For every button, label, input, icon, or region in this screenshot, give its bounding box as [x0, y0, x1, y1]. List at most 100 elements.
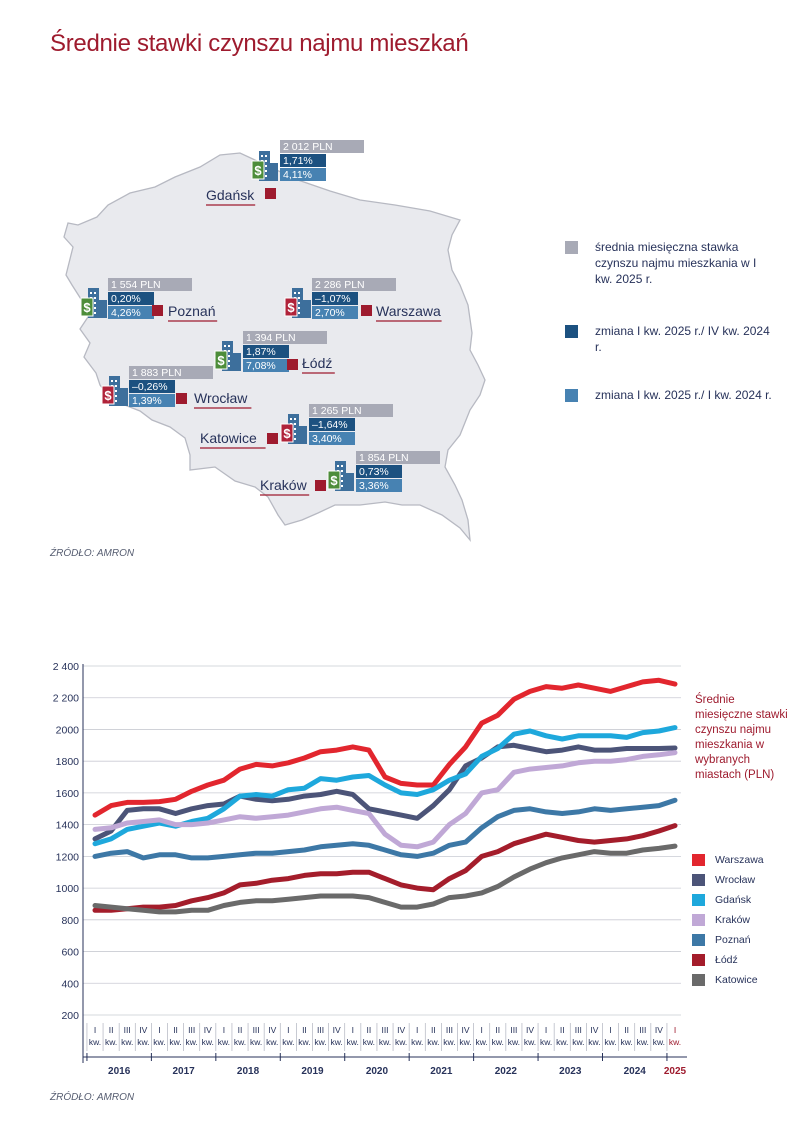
- quarter-suffix: kw.: [621, 1037, 633, 1047]
- quarter-label: III: [124, 1025, 131, 1035]
- quarter-label: III: [381, 1025, 388, 1035]
- quarter-label: I: [609, 1025, 611, 1035]
- city-rent-box: [309, 404, 393, 417]
- legend-item-yoy: zmiana I kw. 2025 r./ I kw. 2024 r.: [565, 387, 775, 403]
- city-yoy-value: 2,70%: [315, 307, 345, 319]
- city-qoq-value: –0,26%: [132, 381, 168, 393]
- city-rent-value: 2 286 PLN: [315, 279, 365, 291]
- city-yoy-value: 1,39%: [132, 395, 162, 407]
- city-callout-krakow: 1 854 PLN 0,73% 3,36% $ Kraków: [260, 451, 440, 496]
- quarter-label: I: [94, 1025, 96, 1035]
- city-marker: [267, 433, 278, 444]
- city-name: Katowice: [200, 430, 257, 446]
- quarter-suffix: kw.: [637, 1037, 649, 1047]
- quarter-label: II: [173, 1025, 178, 1035]
- svg-text:$: $: [83, 300, 91, 315]
- legend-swatch: [565, 325, 578, 338]
- quarter-suffix: kw.: [540, 1037, 552, 1047]
- quarter-label: II: [495, 1025, 500, 1035]
- quarter-label: I: [352, 1025, 354, 1035]
- y-tick-label: 1200: [56, 851, 80, 863]
- year-label: 2023: [559, 1066, 582, 1077]
- series-line-warszawa: [92, 677, 678, 818]
- city-marker: [361, 305, 372, 316]
- y-tick-label: 200: [61, 1010, 79, 1022]
- series-label: Warszawa: [715, 854, 764, 866]
- quarter-suffix: kw.: [443, 1037, 455, 1047]
- legend-item-qoq: zmiana I kw. 2025 r./ IV kw. 2024 r.: [565, 323, 775, 355]
- city-yoy-box: [309, 432, 355, 445]
- y-tick-label: 400: [61, 978, 79, 990]
- quarter-suffix: kw.: [572, 1037, 584, 1047]
- quarter-label: I: [674, 1025, 676, 1035]
- y-tick-label: 2 200: [53, 693, 79, 705]
- y-tick-label: 1000: [56, 883, 80, 895]
- building-dollar-icon: $: [251, 151, 278, 181]
- city-yoy-box: [243, 359, 289, 372]
- quarter-suffix: kw.: [298, 1037, 310, 1047]
- quarter-suffix: kw.: [556, 1037, 568, 1047]
- series-label: Poznań: [715, 934, 751, 946]
- quarter-suffix: kw.: [266, 1037, 278, 1047]
- quarter-suffix: kw.: [653, 1037, 665, 1047]
- quarter-suffix: kw.: [524, 1037, 536, 1047]
- quarter-suffix: kw.: [411, 1037, 423, 1047]
- city-qoq-value: 0,73%: [359, 466, 389, 478]
- svg-text:$: $: [254, 163, 262, 178]
- city-rent-box: [129, 366, 213, 379]
- series-swatch: [692, 894, 705, 906]
- legend-swatch: [565, 241, 578, 254]
- legend-swatch: [565, 389, 578, 402]
- building-dollar-icon: $: [214, 341, 241, 371]
- poland-map: 2 012 PLN 1,71% 4,11% $ Gdańsk 1 554 PLN 0,20%…: [63, 140, 486, 543]
- quarter-label: I: [416, 1025, 418, 1035]
- quarter-label: II: [238, 1025, 243, 1035]
- city-yoy-value: 4,11%: [283, 169, 312, 181]
- year-label: 2025: [664, 1066, 687, 1077]
- rent-line-chart: 2 400 2 200 2000 1800 1600 1400 1200 1000 800 600…: [53, 661, 687, 1077]
- quarter-suffix: kw.: [89, 1037, 101, 1047]
- city-rent-value: 1 854 PLN: [359, 452, 409, 464]
- city-rent-value: 2 012 PLN: [283, 141, 333, 153]
- quarter-suffix: kw.: [331, 1037, 343, 1047]
- quarter-label: IV: [333, 1025, 341, 1035]
- series-legend-item-krakow: Kraków: [692, 910, 764, 930]
- quarter-suffix: kw.: [363, 1037, 375, 1047]
- quarter-label: IV: [397, 1025, 405, 1035]
- legend-item-rent: średnia miesięczna stawka czynszu najmu …: [565, 239, 775, 287]
- city-qoq-value: 1,87%: [246, 346, 276, 358]
- series-legend-item-katowice: Katowice: [692, 970, 764, 990]
- city-callout-katowice: 1 265 PLN –1,64% 3,40% $ Katowice: [200, 404, 393, 449]
- quarter-suffix: kw.: [669, 1037, 681, 1047]
- year-label: 2018: [237, 1066, 260, 1077]
- legend-label: zmiana I kw. 2025 r./ IV kw. 2024 r.: [595, 324, 770, 354]
- building-dollar-icon: $: [80, 288, 107, 318]
- city-rent-value: 1 883 PLN: [132, 367, 182, 379]
- city-rent-value: 1 265 PLN: [312, 405, 362, 417]
- series-line-poznan: [92, 797, 678, 861]
- city-qoq-value: –1,64%: [312, 419, 348, 431]
- year-label: 2017: [172, 1066, 195, 1077]
- quarter-label: I: [158, 1025, 160, 1035]
- y-tick-label: 800: [61, 915, 79, 927]
- quarter-suffix: kw.: [508, 1037, 520, 1047]
- city-yoy-value: 4,26%: [111, 307, 141, 319]
- series-legend-item-lodz: Łódź: [692, 950, 764, 970]
- quarter-suffix: kw.: [234, 1037, 246, 1047]
- svg-text:$: $: [283, 426, 291, 441]
- series-line-katowice: [92, 843, 678, 915]
- city-name: Kraków: [260, 477, 308, 493]
- quarter-suffix: kw.: [314, 1037, 326, 1047]
- y-tick-label: 2000: [56, 724, 80, 736]
- series-legend: Warszawa Wrocław Gdańsk Kraków Poznań Łódź Kat…: [692, 850, 764, 990]
- city-yoy-box: [312, 306, 358, 319]
- quarter-label: III: [575, 1025, 582, 1035]
- building-dollar-icon: $: [327, 461, 354, 491]
- quarter-suffix: kw.: [492, 1037, 504, 1047]
- page-title: Średnie stawki czynszu najmu mieszkań: [50, 30, 469, 57]
- quarter-label: II: [431, 1025, 436, 1035]
- quarter-label: I: [223, 1025, 225, 1035]
- city-rent-value: 1 394 PLN: [246, 332, 296, 344]
- quarter-label: III: [510, 1025, 517, 1035]
- city-yoy-box: [280, 168, 326, 181]
